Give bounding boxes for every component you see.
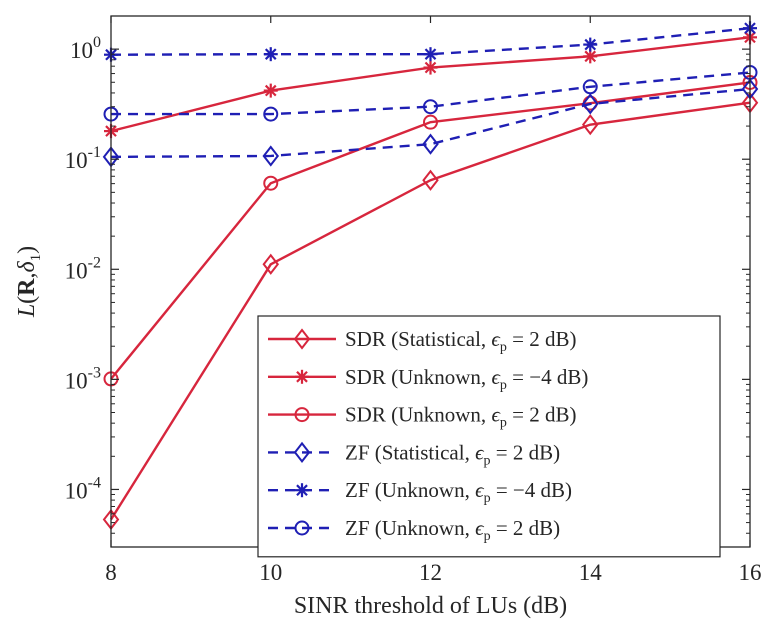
series-4	[104, 21, 757, 62]
series-line	[110, 81, 751, 380]
data-point	[422, 133, 439, 155]
series-layer	[102, 21, 759, 531]
x-tick-label: 16	[739, 560, 762, 585]
y-axis-label: L(R,δ1)	[14, 246, 44, 318]
y-tick-label: 10-2	[65, 254, 101, 283]
data-point	[583, 49, 598, 64]
legend-marker	[294, 407, 310, 423]
data-point	[581, 114, 599, 136]
legend-entry: ZF (Unknown, ϵp = −4 dB)	[268, 478, 572, 506]
x-tick-label: 14	[579, 560, 603, 585]
y-tick-label: 10-4	[65, 474, 101, 503]
data-point	[423, 99, 438, 115]
legend-label: SDR (Statistical, ϵp = 2 dB)	[345, 327, 576, 355]
y-axis-label-delta: δ	[14, 260, 40, 272]
legend-marker	[295, 369, 309, 384]
legend-marker	[293, 441, 311, 464]
data-point	[422, 169, 439, 191]
legend-entry: SDR (Unknown, ϵp = 2 dB)	[268, 403, 577, 431]
legend-box	[257, 315, 721, 558]
data-point	[582, 79, 598, 95]
y-tick-label: 10-1	[65, 144, 101, 173]
x-tick-label: 10	[259, 560, 282, 585]
legend-marker	[293, 328, 311, 350]
legend-entry: SDR (Unknown, ϵp = −4 dB)	[268, 365, 588, 393]
y-axis-label-sub: 1	[28, 254, 44, 262]
legend-label: ZF (Statistical, ϵp = 2 dB)	[345, 440, 560, 468]
data-point	[262, 145, 280, 167]
data-point	[263, 47, 278, 62]
y-axis-label-bold: R	[14, 278, 40, 296]
legend-marker	[295, 483, 309, 498]
data-point	[263, 175, 279, 191]
data-point	[423, 114, 438, 130]
series-5	[103, 64, 758, 122]
legend-label: SDR (Unknown, ϵp = −4 dB)	[345, 365, 588, 393]
series-line	[110, 26, 751, 56]
data-point	[263, 106, 279, 122]
legend-label: ZF (Unknown, ϵp = 2 dB)	[345, 516, 560, 544]
y-tick-label: 10-3	[65, 364, 101, 393]
legend-label: SDR (Unknown, ϵp = 2 dB)	[345, 403, 577, 431]
data-point	[423, 60, 438, 75]
ticks-layer: 8 10 12 14 16 10-4 10-3 10-2 10-1 100	[65, 15, 762, 585]
series-line	[111, 71, 751, 116]
legend: SDR (Statistical, ϵp = 2 dB) SDR (Unknown…	[257, 315, 721, 558]
series-1	[104, 30, 757, 139]
x-tick-label: 8	[105, 560, 117, 585]
legend-entry: ZF (Statistical, ϵp = 2 dB)	[268, 440, 560, 468]
legend-marker	[294, 520, 310, 536]
data-point	[581, 93, 599, 115]
series-line	[110, 87, 751, 159]
y-tick-label: 100	[70, 34, 101, 63]
data-point	[583, 37, 598, 52]
data-point	[263, 83, 278, 98]
data-point	[262, 253, 280, 275]
x-axis-label: SINR threshold of LUs (dB)	[294, 593, 567, 619]
series-line	[109, 101, 751, 521]
x-tick-label: 12	[419, 560, 442, 585]
data-point	[423, 47, 438, 62]
legend-label: ZF (Unknown, ϵp = −4 dB)	[345, 478, 572, 506]
legend-entry: ZF (Unknown, ϵp = 2 dB)	[268, 516, 560, 544]
legend-entry: SDR (Statistical, ϵp = 2 dB)	[268, 327, 576, 355]
y-axis-label-main: L	[14, 304, 40, 318]
